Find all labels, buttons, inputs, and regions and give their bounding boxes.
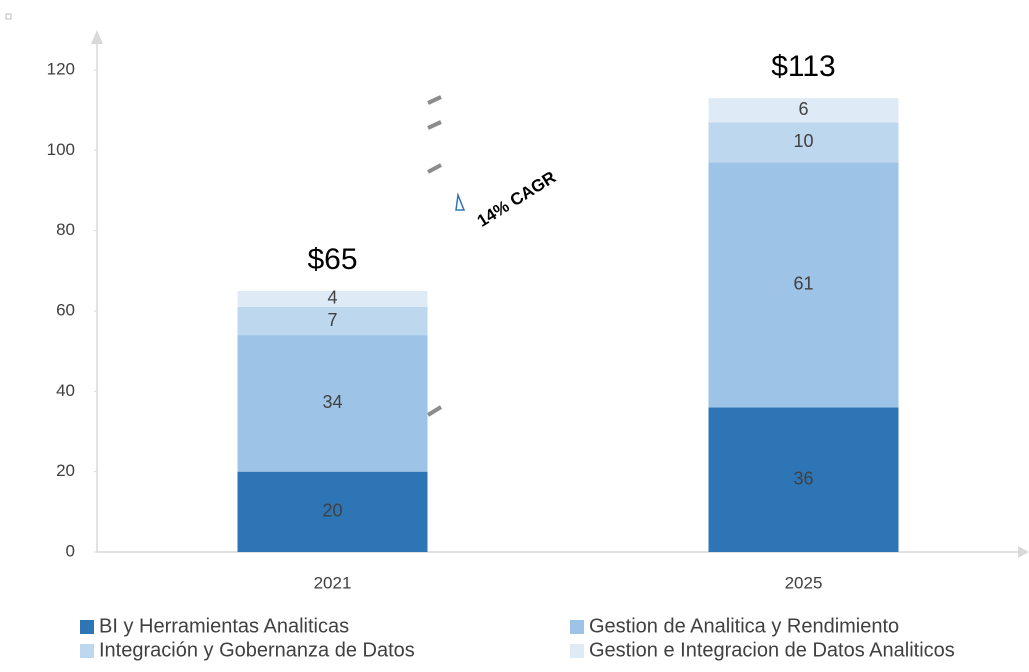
- legend-label: Gestion de Analitica y Rendimiento: [589, 615, 899, 637]
- cagr-dashes: [426, 95, 443, 417]
- y-tick-label: 60: [56, 300, 75, 319]
- y-tick-label: 40: [56, 381, 75, 400]
- data-label: 34: [322, 392, 342, 412]
- data-label: 20: [322, 501, 342, 521]
- legend-swatch: [570, 644, 584, 658]
- cagr-icon: [455, 192, 466, 211]
- legend-label: BI y Herramientas Analiticas: [99, 615, 349, 637]
- bar-segment: [708, 407, 899, 552]
- total-label: $113: [771, 50, 836, 83]
- x-tick-label: 2021: [314, 573, 352, 592]
- data-label: 61: [793, 274, 813, 294]
- bar-segment: [708, 98, 899, 123]
- y-tick-label: 0: [66, 541, 75, 560]
- bar-segment: [708, 122, 899, 163]
- legend-swatch: [570, 620, 584, 634]
- data-label: 7: [327, 310, 337, 330]
- y-tick-label: 120: [47, 59, 75, 78]
- data-label: 6: [798, 99, 808, 119]
- y-axis-arrow: [91, 30, 103, 44]
- bar-segment: [237, 290, 428, 307]
- data-label: 4: [327, 288, 337, 308]
- x-axis-arrow: [1018, 546, 1029, 558]
- legend-label: Integración y Gobernanza de Datos: [99, 639, 415, 661]
- bar-segment: [708, 162, 899, 408]
- x-tick-label: 2025: [785, 573, 823, 592]
- legend-label: Gestion e Integracion de Datos Analitico…: [589, 639, 955, 661]
- y-tick-label: 100: [47, 140, 75, 159]
- total-label: $65: [307, 243, 357, 276]
- cagr-annotation: 14% CAGR: [474, 168, 559, 231]
- bar-segment: [237, 306, 428, 336]
- bar-segment: [237, 335, 428, 472]
- data-label: 10: [793, 131, 813, 151]
- data-label: 36: [793, 468, 813, 488]
- legend-swatch: [80, 644, 94, 658]
- y-tick-label: 20: [56, 461, 75, 480]
- corner-marker: [5, 13, 12, 20]
- legend-swatch: [80, 620, 94, 634]
- y-tick-label: 80: [56, 220, 75, 239]
- bar-segment: [237, 471, 428, 552]
